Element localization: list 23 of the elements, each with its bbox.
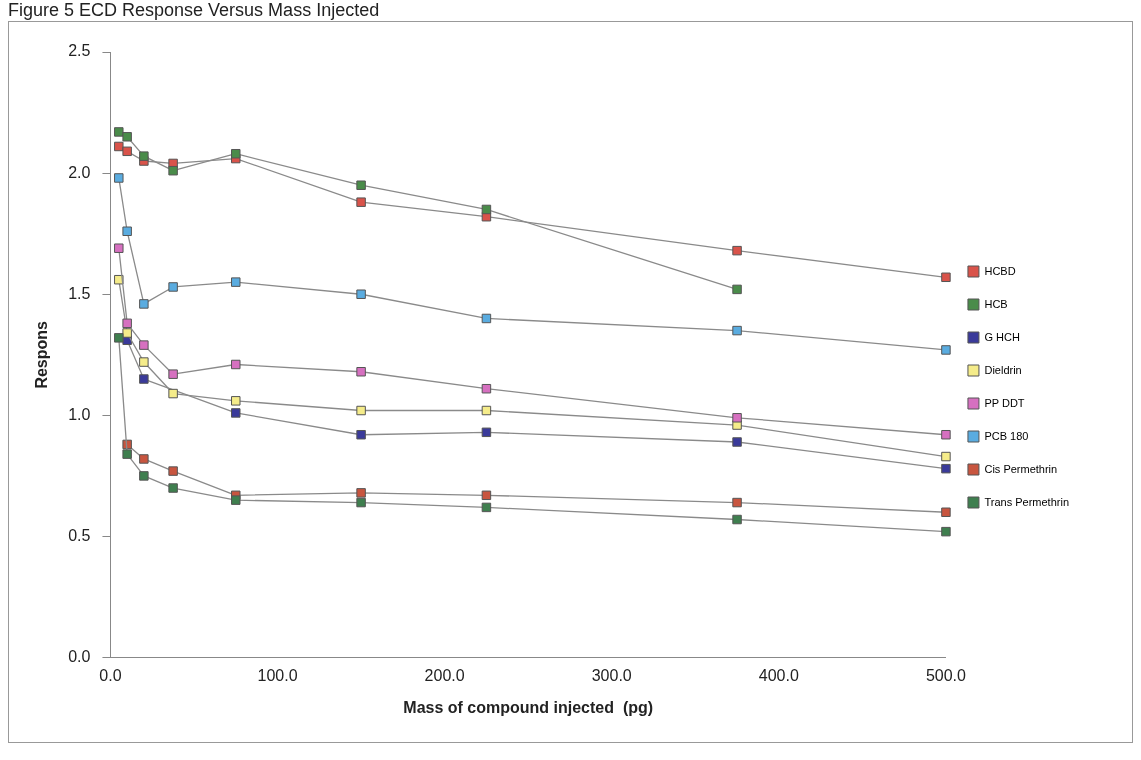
y-tick-label: 2.0	[68, 163, 91, 181]
chart-title: Figure 5 ECD Response Versus Mass Injected	[8, 0, 381, 21]
y-tick-label: 0.0	[68, 648, 91, 666]
y-tick-label: 0.5	[68, 526, 91, 544]
x-axis-title: Mass of compound injected (pg)	[403, 698, 654, 716]
legend-label: Trans Permethrin	[984, 495, 1069, 508]
legend-label: G HCH	[984, 330, 1020, 343]
x-tick-label: 200.0	[424, 666, 465, 684]
x-tick-label: 100.0	[257, 666, 298, 684]
legend-label: HCB	[984, 297, 1008, 310]
legend-label: PP DDT	[984, 396, 1025, 409]
legend-label: HCBD	[984, 264, 1016, 277]
legend-label: Cis Permethrin	[984, 462, 1058, 475]
legend-label: Dieldrin	[984, 363, 1022, 376]
y-tick-label: 1.0	[68, 405, 91, 423]
x-tick-label: 400.0	[758, 666, 799, 684]
y-axis-title: Respons	[33, 320, 51, 389]
legend-label: PCB 180	[984, 429, 1029, 442]
y-tick-label: 2.5	[68, 42, 91, 60]
y-tick-label: 1.5	[68, 284, 91, 302]
x-tick-label: 300.0	[591, 666, 632, 684]
x-tick-label: 500.0	[925, 666, 967, 684]
x-tick-label: 0.0	[99, 666, 122, 684]
